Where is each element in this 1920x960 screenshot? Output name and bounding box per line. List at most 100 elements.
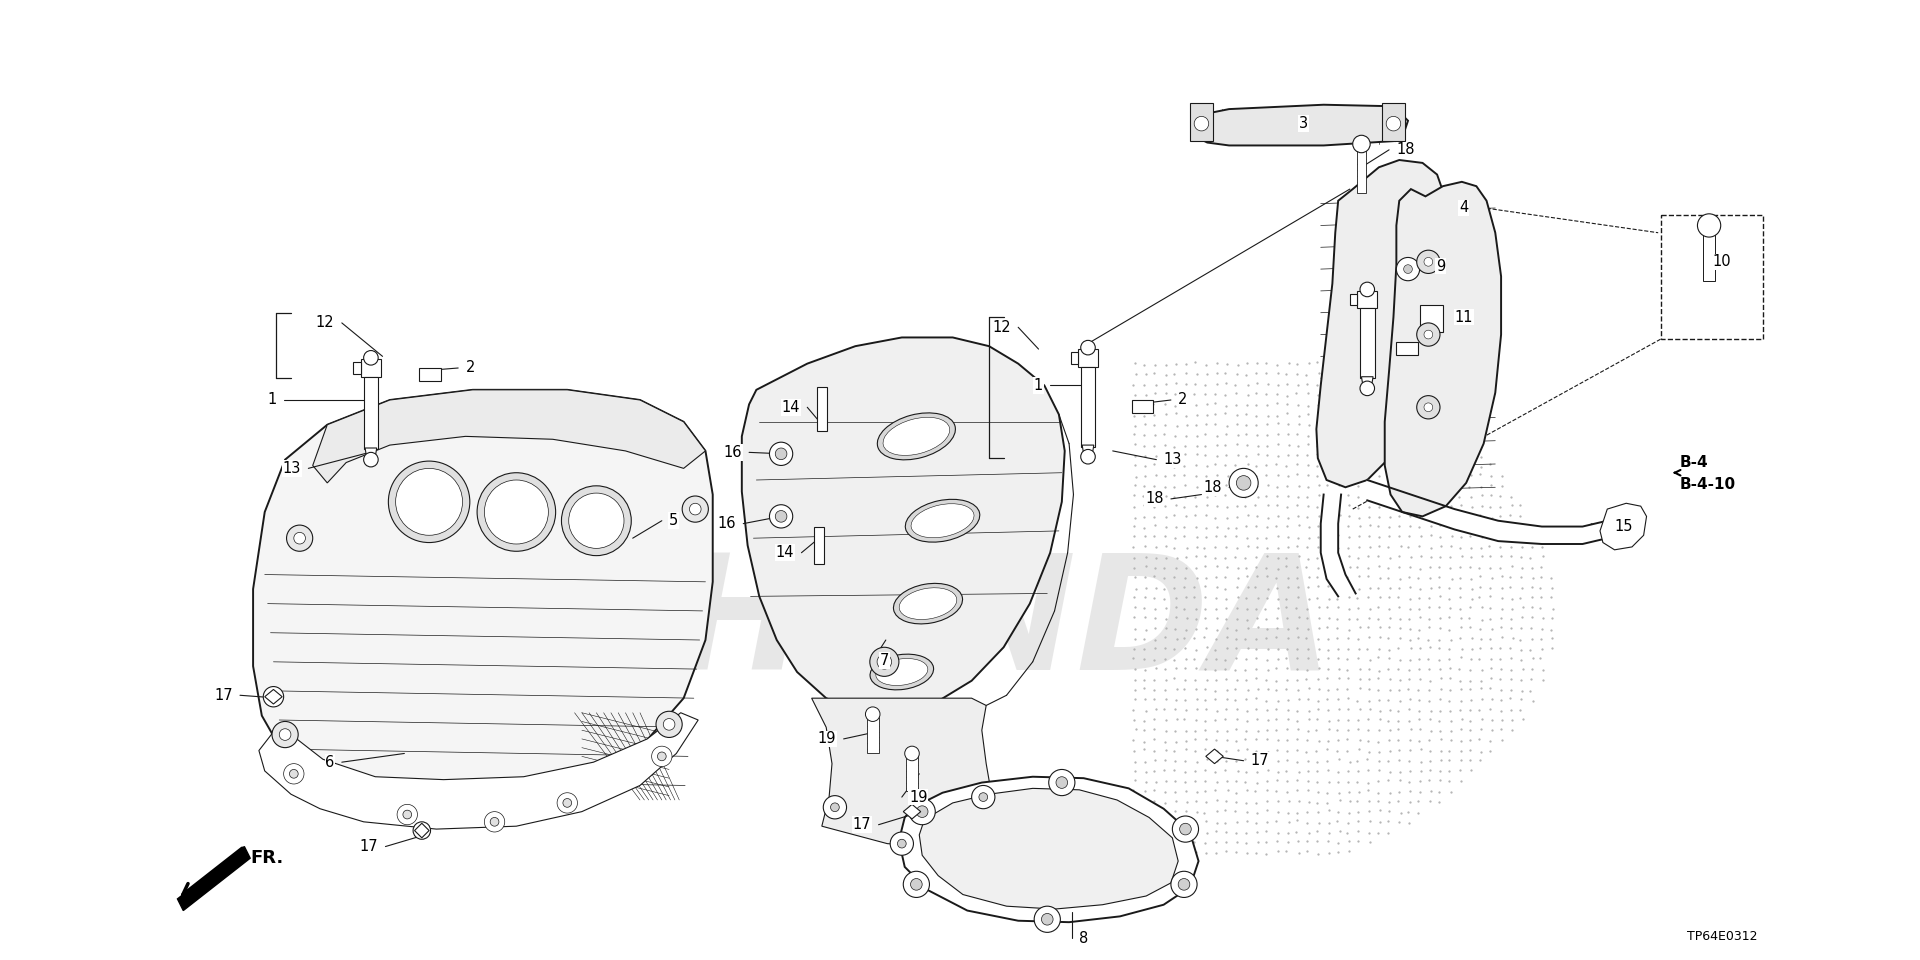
Circle shape (776, 448, 787, 460)
Circle shape (1697, 214, 1720, 237)
Polygon shape (1077, 349, 1098, 367)
Circle shape (269, 692, 278, 701)
Polygon shape (1599, 503, 1647, 550)
Polygon shape (902, 804, 922, 819)
Circle shape (1404, 265, 1413, 274)
Polygon shape (906, 756, 918, 791)
Polygon shape (1206, 749, 1223, 763)
Circle shape (1056, 777, 1068, 788)
Text: 8: 8 (1079, 930, 1089, 946)
Polygon shape (1357, 291, 1377, 308)
Circle shape (286, 525, 313, 551)
Polygon shape (265, 689, 282, 704)
Circle shape (1041, 914, 1052, 925)
Circle shape (294, 533, 305, 544)
Ellipse shape (876, 659, 927, 685)
Polygon shape (1192, 105, 1407, 146)
Circle shape (902, 872, 929, 898)
Text: 5: 5 (668, 514, 678, 528)
Text: 17: 17 (215, 687, 232, 703)
Polygon shape (1396, 342, 1419, 355)
Circle shape (1417, 251, 1440, 274)
Circle shape (476, 472, 555, 551)
Circle shape (1173, 816, 1198, 842)
Text: 3: 3 (1300, 116, 1308, 132)
Text: 19: 19 (818, 732, 837, 747)
Polygon shape (1359, 308, 1375, 378)
Circle shape (1229, 468, 1258, 497)
Circle shape (831, 803, 839, 811)
Circle shape (561, 486, 632, 556)
Text: 19: 19 (908, 789, 927, 804)
Circle shape (484, 480, 549, 544)
Text: 10: 10 (1713, 254, 1730, 270)
Circle shape (1236, 475, 1252, 491)
Text: 16: 16 (724, 444, 741, 460)
Circle shape (263, 686, 284, 707)
Text: 13: 13 (1164, 452, 1183, 468)
Circle shape (1179, 878, 1190, 890)
Text: 14: 14 (776, 545, 795, 561)
Polygon shape (1190, 104, 1213, 141)
Circle shape (657, 752, 666, 760)
Ellipse shape (877, 413, 956, 460)
Polygon shape (1361, 376, 1373, 386)
Polygon shape (1367, 480, 1607, 544)
Text: 7: 7 (879, 653, 889, 668)
Circle shape (273, 722, 298, 748)
Polygon shape (363, 376, 378, 449)
Text: 18: 18 (1204, 480, 1221, 494)
Polygon shape (1317, 160, 1452, 488)
Circle shape (1035, 906, 1060, 932)
Polygon shape (313, 390, 705, 483)
Circle shape (363, 350, 378, 365)
Circle shape (490, 818, 499, 827)
Circle shape (770, 505, 793, 528)
Circle shape (1354, 135, 1371, 153)
Circle shape (1194, 116, 1210, 131)
Polygon shape (1321, 494, 1356, 596)
Ellipse shape (906, 499, 979, 542)
Circle shape (877, 655, 891, 669)
Circle shape (891, 832, 914, 855)
Text: 6: 6 (324, 755, 334, 770)
Text: B-4: B-4 (1680, 455, 1709, 470)
Text: 16: 16 (718, 516, 735, 531)
Text: 17: 17 (359, 839, 378, 854)
Circle shape (776, 511, 787, 522)
Polygon shape (920, 788, 1179, 909)
Polygon shape (868, 717, 879, 754)
Circle shape (290, 770, 298, 779)
Text: TP64E0312: TP64E0312 (1686, 929, 1757, 943)
Ellipse shape (870, 654, 933, 690)
Polygon shape (415, 824, 428, 838)
Text: HONDA: HONDA (674, 548, 1332, 703)
Polygon shape (365, 448, 376, 457)
Polygon shape (177, 847, 250, 910)
Circle shape (651, 746, 672, 766)
Polygon shape (353, 362, 361, 373)
Circle shape (916, 805, 927, 818)
Circle shape (770, 443, 793, 466)
Circle shape (413, 822, 430, 839)
Circle shape (824, 796, 847, 819)
Circle shape (397, 804, 417, 825)
Text: 12: 12 (993, 320, 1012, 335)
Polygon shape (812, 698, 993, 847)
Text: 9: 9 (1436, 258, 1446, 274)
Circle shape (910, 878, 922, 890)
Text: 2: 2 (1179, 393, 1188, 407)
Polygon shape (1071, 352, 1077, 364)
Circle shape (662, 718, 676, 731)
Circle shape (870, 647, 899, 677)
Polygon shape (1350, 294, 1357, 305)
Polygon shape (814, 526, 824, 564)
Circle shape (682, 496, 708, 522)
Polygon shape (259, 712, 699, 829)
Text: FR.: FR. (250, 850, 284, 867)
Circle shape (1396, 257, 1419, 280)
Circle shape (657, 711, 682, 737)
Text: 13: 13 (282, 461, 301, 476)
Circle shape (388, 461, 470, 542)
Circle shape (689, 503, 701, 515)
